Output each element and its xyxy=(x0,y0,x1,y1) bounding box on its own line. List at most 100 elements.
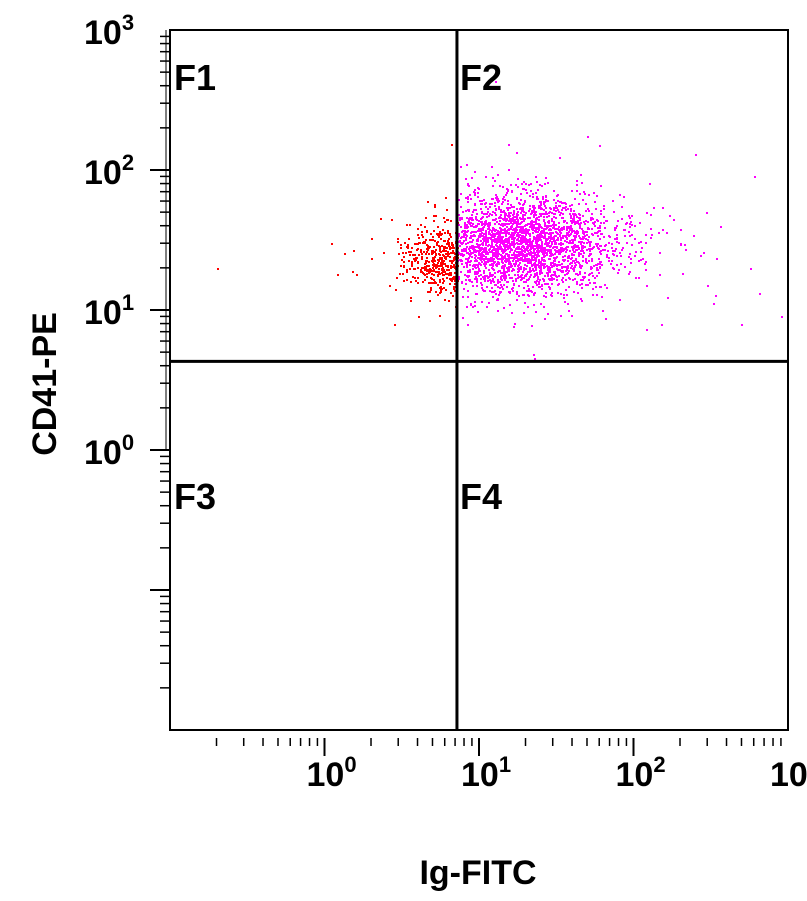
data-point-s2 xyxy=(564,207,566,209)
data-point-s1 xyxy=(424,266,426,268)
data-point-s2 xyxy=(631,234,633,236)
data-point-s1 xyxy=(391,219,393,221)
data-point-s2 xyxy=(606,256,608,258)
data-point-s2 xyxy=(522,271,524,273)
data-point-s2 xyxy=(472,285,474,287)
data-point-s2 xyxy=(517,186,519,188)
data-point-s2 xyxy=(650,214,652,216)
data-point-s2 xyxy=(487,239,489,241)
data-point-s2 xyxy=(480,247,482,249)
data-point-s1 xyxy=(417,262,419,264)
data-point-s2 xyxy=(616,225,618,227)
data-point-s2 xyxy=(571,315,573,317)
data-point-s2 xyxy=(577,232,579,234)
data-point-s2 xyxy=(508,263,510,265)
data-point-s2 xyxy=(510,212,512,214)
data-point-s2 xyxy=(592,294,594,296)
data-point-s2 xyxy=(529,254,531,256)
data-point-s2 xyxy=(471,231,473,233)
data-point-s2 xyxy=(467,209,469,211)
data-point-s2 xyxy=(499,270,501,272)
data-point-s2 xyxy=(476,279,478,281)
data-point-s2 xyxy=(759,293,761,295)
data-point-s2 xyxy=(594,225,596,227)
data-point-s2 xyxy=(574,244,576,246)
data-point-s2 xyxy=(517,219,519,221)
data-point-s2 xyxy=(489,237,491,239)
data-point-s2 xyxy=(485,256,487,258)
data-point-s2 xyxy=(551,274,553,276)
data-point-s2 xyxy=(516,229,518,231)
data-point-s2 xyxy=(463,266,465,268)
data-point-s1 xyxy=(451,252,453,254)
data-point-s2 xyxy=(570,242,572,244)
data-point-s2 xyxy=(469,218,471,220)
data-point-s2 xyxy=(535,260,537,262)
data-point-s2 xyxy=(474,189,476,191)
data-point-s2 xyxy=(596,267,598,269)
data-point-s2 xyxy=(511,206,513,208)
data-point-s2 xyxy=(540,239,542,241)
data-point-s1 xyxy=(452,250,454,252)
data-point-s2 xyxy=(606,287,608,289)
data-point-s2 xyxy=(476,225,478,227)
data-point-s2 xyxy=(555,264,557,266)
data-point-s2 xyxy=(629,253,631,255)
data-point-s2 xyxy=(477,264,479,266)
data-point-s2 xyxy=(634,255,636,257)
data-point-s2 xyxy=(561,279,563,281)
data-point-s2 xyxy=(513,244,515,246)
data-point-s2 xyxy=(529,249,531,251)
data-point-s2 xyxy=(573,254,575,256)
data-point-s2 xyxy=(570,267,572,269)
data-point-s1 xyxy=(406,246,408,248)
data-point-s2 xyxy=(582,260,584,262)
data-point-s2 xyxy=(474,260,476,262)
data-point-s2 xyxy=(461,263,463,265)
data-point-s2 xyxy=(524,260,526,262)
data-point-s2 xyxy=(510,257,512,259)
data-point-s1 xyxy=(423,251,425,253)
data-point-s2 xyxy=(468,257,470,259)
data-point-s1 xyxy=(446,269,448,271)
data-point-s1 xyxy=(429,300,431,302)
data-point-s2 xyxy=(464,225,466,227)
data-point-s2 xyxy=(511,277,513,279)
data-point-s2 xyxy=(512,280,514,282)
data-point-s2 xyxy=(536,272,538,274)
data-point-s2 xyxy=(579,225,581,227)
data-point-s2 xyxy=(480,228,482,230)
data-point-s2 xyxy=(504,199,506,201)
data-point-s2 xyxy=(510,204,512,206)
data-point-s2 xyxy=(556,256,558,258)
data-point-s2 xyxy=(465,248,467,250)
data-point-s2 xyxy=(501,279,503,281)
data-point-s2 xyxy=(481,221,483,223)
data-point-s2 xyxy=(614,229,616,231)
data-point-s2 xyxy=(469,271,471,273)
data-point-s2 xyxy=(477,192,479,194)
data-point-s2 xyxy=(497,298,499,300)
data-point-s1 xyxy=(424,226,426,228)
data-point-s2 xyxy=(624,266,626,268)
outlier-point-s1 xyxy=(418,316,420,318)
outlier-point-s2 xyxy=(741,324,743,326)
data-point-s2 xyxy=(561,250,563,252)
data-point-s2 xyxy=(600,185,602,187)
data-point-s2 xyxy=(541,213,543,215)
data-point-s2 xyxy=(470,247,472,249)
data-point-s1 xyxy=(426,260,428,262)
data-point-s2 xyxy=(516,239,518,241)
data-point-s1 xyxy=(454,256,456,258)
data-point-s2 xyxy=(628,231,630,233)
data-point-s2 xyxy=(540,267,542,269)
data-point-s2 xyxy=(575,273,577,275)
data-point-s2 xyxy=(478,275,480,277)
data-point-s2 xyxy=(526,273,528,275)
data-point-s2 xyxy=(461,231,463,233)
data-point-s1 xyxy=(448,269,450,271)
data-point-s2 xyxy=(549,269,551,271)
outlier-point-s1 xyxy=(389,285,391,287)
data-point-s1 xyxy=(416,257,418,259)
